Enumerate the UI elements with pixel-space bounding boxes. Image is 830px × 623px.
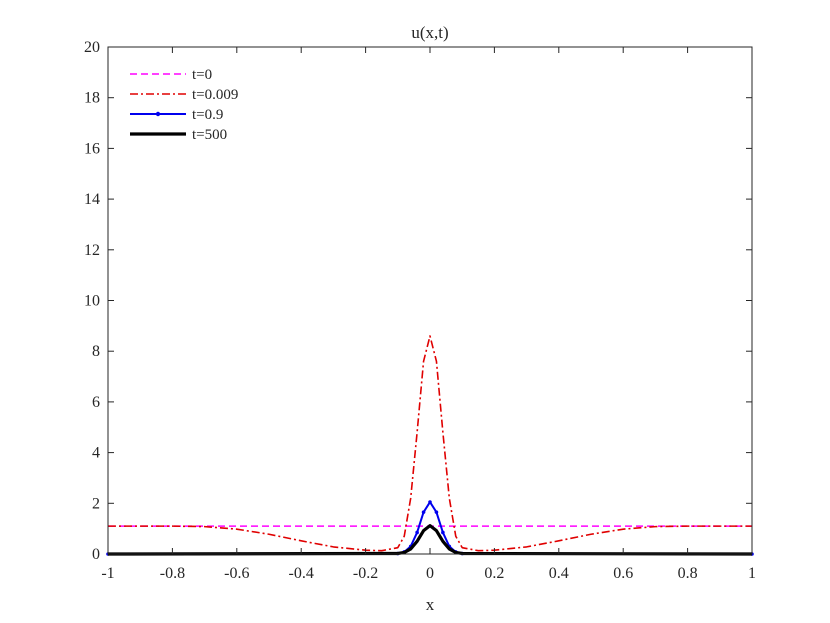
x-tick-label: 0.6 xyxy=(613,565,633,582)
x-tick-label: 0.8 xyxy=(678,565,698,582)
y-tick-label: 2 xyxy=(92,495,100,512)
x-tick-label: 0.4 xyxy=(549,565,569,582)
x-tick-label: -0.6 xyxy=(224,565,249,582)
plot-area: -1 -0.8 -0.6 -0.4 -0.2 0 0.2 0.4 0.6 0.8 102468101… xyxy=(84,39,756,582)
series-point xyxy=(415,530,419,535)
series-point xyxy=(434,510,439,514)
y-tick-label: 20 xyxy=(84,39,100,56)
y-tick-label: 6 xyxy=(92,394,100,411)
y-tick-label: 12 xyxy=(84,242,100,259)
series-line-4 xyxy=(107,524,753,556)
y-tick-label: 18 xyxy=(84,90,100,107)
x-tick-label: -0.4 xyxy=(289,565,314,582)
series-point xyxy=(428,500,432,504)
y-tick-label: 0 xyxy=(92,546,100,563)
legend-label-2: t=0.009 xyxy=(192,87,238,103)
x-tick-label: 1 xyxy=(748,565,756,582)
y-tick-label: 4 xyxy=(92,445,100,462)
legend-label-3: t=0.9 xyxy=(192,107,223,123)
series-line-2 xyxy=(108,335,752,552)
x-tick-label: -1 xyxy=(101,565,114,582)
legend-label-4: t=500 xyxy=(192,127,227,143)
legend-label-1: t=0 xyxy=(192,67,212,83)
chart-title: u(x,t) xyxy=(411,23,448,42)
y-tick-label: 16 xyxy=(84,140,100,157)
x-tick-label: 0.2 xyxy=(484,565,504,582)
x-tick-label: 0 xyxy=(426,565,434,582)
y-tick-label: 14 xyxy=(84,191,100,208)
x-tick-label: -0.8 xyxy=(160,565,185,582)
x-axis-title: x xyxy=(426,595,435,614)
legend: t=0 t=0.009 t=0.9 t=500 xyxy=(130,67,238,143)
series-point xyxy=(441,530,445,535)
legend-marker xyxy=(155,111,161,117)
series-point xyxy=(421,510,426,514)
y-tick-label: 10 xyxy=(84,293,100,310)
x-tick-label: -0.2 xyxy=(353,565,378,582)
axes-background xyxy=(108,47,752,554)
y-tick-label: 8 xyxy=(92,343,100,360)
